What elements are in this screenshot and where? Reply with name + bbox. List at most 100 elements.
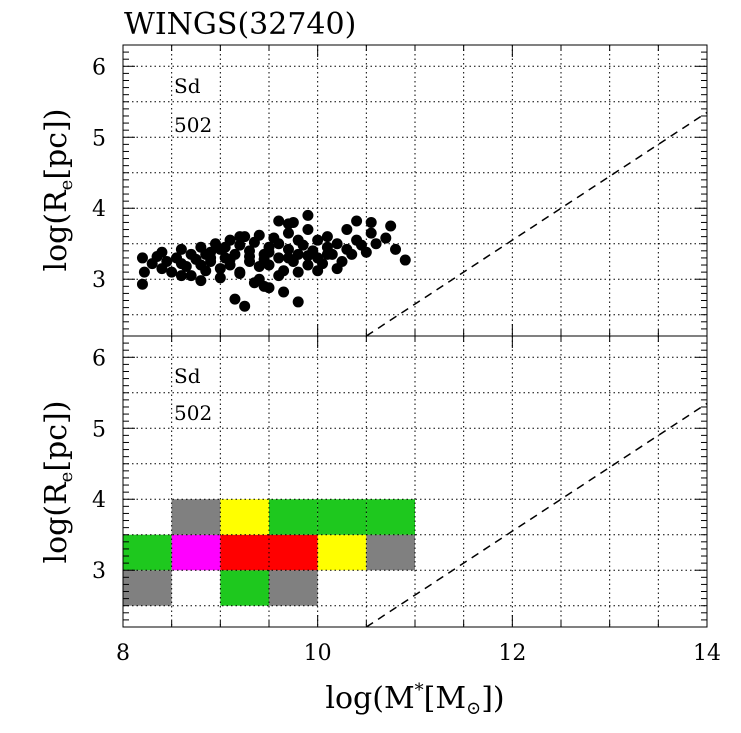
scatter-point [234,231,246,243]
heatmap-cell [366,499,415,535]
scatter-point [399,254,411,266]
scatter-point [331,238,343,250]
scatter-point [297,239,309,251]
top-dashed-line [365,111,708,337]
heatmap-cell [220,499,269,535]
bottom-ylabel-tail: [pc]) [39,401,74,472]
heatmap-cell [171,570,221,606]
bottom-ylabel-sub: e [56,472,77,483]
y-tick-label: 5 [92,126,106,151]
scatter-point [273,270,285,282]
scatter-point [273,252,285,264]
heatmap-cell [317,534,367,571]
bottom-annotation-count: 502 [174,401,212,425]
heatmap-cell [123,570,172,606]
bottom-ylabel: log(Re[pc]) [39,401,77,564]
scatter-point [341,224,353,236]
scatter-point [282,243,294,255]
figure-title: WINGS(32740) [124,7,356,42]
bottom-annotation-type: Sd [174,364,201,388]
heatmap-cell [269,534,318,571]
bottom-grid [123,336,707,627]
scatter-point [175,270,187,282]
scatter-point [166,266,178,278]
xlabel-tail: ]) [481,681,504,716]
scatter-point [351,215,363,227]
y-tick-label: 6 [92,346,106,371]
x-tick-label: 14 [693,641,721,666]
bottom-ticks [122,336,708,627]
bottom-ylabel-base: log(R [39,481,74,564]
heatmap-cell [366,534,415,571]
scatter-point [385,220,397,232]
scatter-point [229,293,241,305]
scatter-point [175,243,187,255]
top-ylabel-base: log(R [39,189,74,272]
top-ytick-labels: 3 4 5 6 [92,55,106,293]
top-annotation-count: 502 [174,113,212,137]
xlabel-sup: * [415,680,424,701]
scatter-point [346,248,358,260]
top-ylabel-sub: e [56,180,77,191]
scatter-point [360,246,372,258]
y-tick-label: 5 [92,417,106,442]
scatter-point [234,239,246,251]
scatter-point [244,251,256,263]
y-tick-label: 6 [92,55,106,80]
x-tick-label: 10 [304,641,332,666]
scatter-point [312,234,324,246]
bottom-frame [122,335,708,628]
top-points [136,209,411,312]
bottom-dashed-line [365,402,708,628]
xlabel: log(M*[M⊙]) [325,680,504,719]
x-tick-label: 12 [498,641,526,666]
top-ylabel-tail: [pc]) [39,109,74,180]
bottom-xtick-labels: 8 10 12 14 [116,641,721,666]
scatter-point [292,296,304,308]
top-grid [123,45,707,336]
scatter-point [161,255,173,267]
y-tick-label: 3 [92,268,106,293]
scatter-point [234,268,246,280]
scatter-point [331,263,343,275]
heatmap-cell [171,499,221,535]
scatter-point [258,253,270,265]
x-tick-label: 8 [116,641,130,666]
heatmap-panel: 3 4 5 6 8 10 12 14 Sd 502 log(Re[pc]) log(M*[M… [39,335,721,719]
scatter-point [390,243,402,255]
heatmap-cells [123,499,415,606]
scatter-point [278,286,290,298]
xlabel-base: log(M [325,681,414,716]
scatter-point [200,265,212,277]
heatmap-cell [220,534,269,571]
scatter-point [292,248,304,260]
scatter-point [321,248,333,260]
scatter-point [302,209,314,221]
xlabel-sub: ⊙ [466,698,481,719]
scatter-point [136,278,148,290]
scatter-point [219,241,231,253]
heatmap-cell [269,570,318,606]
scatter-point [224,253,236,265]
scatter-point [292,266,304,278]
heatmap-cell [220,570,269,606]
heatmap-cell [171,534,221,571]
y-tick-label: 4 [92,197,106,222]
scatter-point [253,229,265,241]
scatter-point [287,216,299,228]
y-tick-label: 3 [92,559,106,584]
scatter-point [380,232,392,244]
bottom-ytick-labels: 3 4 5 6 [92,346,106,584]
heatmap-cell [123,534,172,571]
scatter-point [248,277,260,289]
scatter-point [273,238,285,250]
scatter-point [185,270,197,282]
scatter-point [258,280,270,292]
scatter-point [156,246,168,258]
scatter-point [312,265,324,277]
scatter-point [239,300,251,312]
scatter-point [302,259,314,271]
xlabel-mid: [M [424,681,466,716]
scatter-point [180,260,192,272]
